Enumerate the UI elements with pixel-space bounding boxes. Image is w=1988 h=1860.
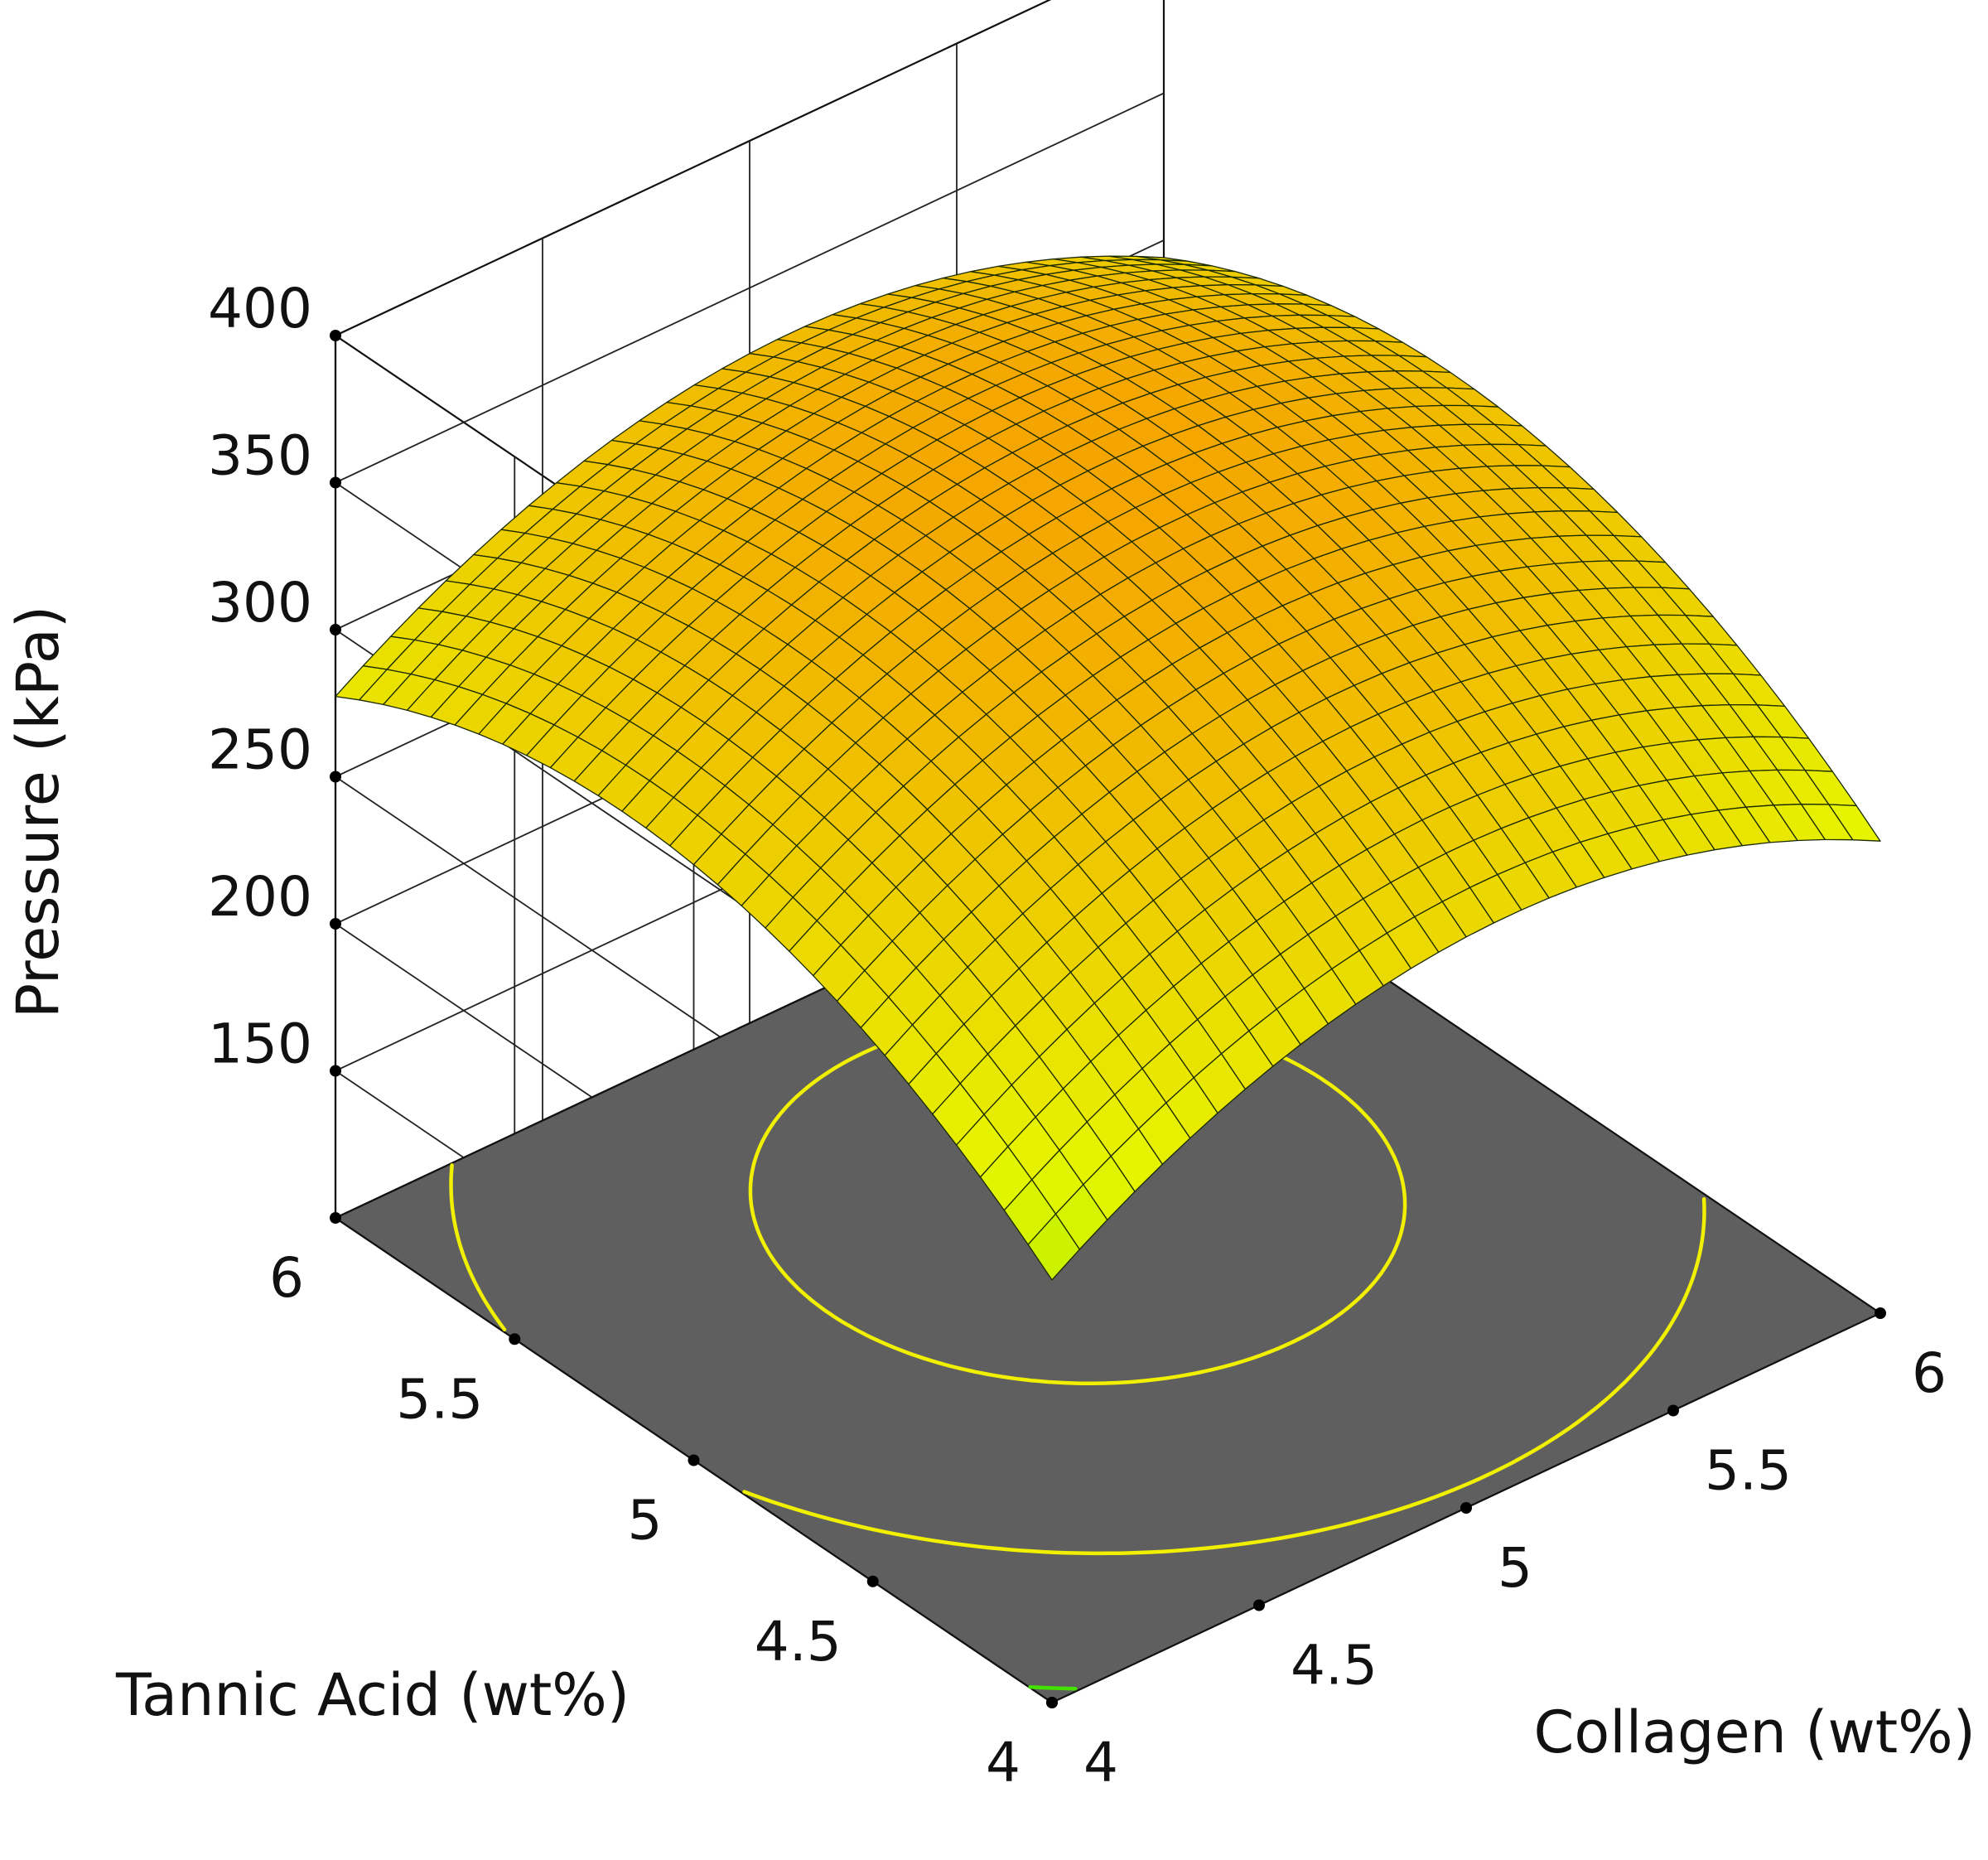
z-tick-label: 250 (208, 718, 312, 782)
z-axis-title: Pressure (kPa) (4, 606, 72, 1018)
z-tick-dot (330, 330, 341, 341)
y-tick-dot (866, 1575, 879, 1587)
y-tick-label: 4 (986, 1731, 1021, 1795)
x-tick-label: 4.5 (1291, 1634, 1378, 1698)
y-tick-dot (1046, 1697, 1058, 1708)
z-tick-dot (330, 918, 341, 930)
y-tick-label: 5 (628, 1489, 663, 1553)
y-tick-dot (688, 1454, 700, 1466)
z-tick-label: 200 (208, 865, 312, 929)
x-tick-dot (1875, 1307, 1886, 1319)
z-tick-dot (330, 624, 341, 635)
y-tick-label: 6 (269, 1246, 304, 1310)
z-tick-label: 300 (208, 571, 312, 635)
response-surface (335, 255, 1881, 1281)
x-tick-dot (1253, 1599, 1265, 1611)
y-tick-label: 5.5 (396, 1367, 483, 1431)
z-tick-label: 400 (208, 277, 312, 341)
x-tick-dot (1667, 1404, 1679, 1417)
x-tick-label: 5 (1498, 1536, 1532, 1600)
surface-cell (1027, 1213, 1080, 1281)
z-tick-dot (330, 476, 341, 489)
axis-ticks: 150 200 250 300 350 400 4 4.5 5 5.5 6 4 4.5 5 5.5 6 (208, 277, 1947, 1795)
y-tick-dot (509, 1333, 521, 1345)
z-tick-label: 150 (208, 1012, 312, 1076)
x-tick-dot (1460, 1502, 1472, 1514)
x-tick-label: 6 (1912, 1341, 1947, 1405)
contour-line (1028, 1685, 1078, 1691)
y-axis-title: Tannic Acid (wt%) (115, 1661, 630, 1729)
contour-line (449, 1163, 507, 1332)
contour-line (742, 1196, 1706, 1556)
z-tick-dot (330, 1065, 341, 1077)
x-tick-label: 5.5 (1705, 1439, 1792, 1503)
z-tick-dot (330, 771, 341, 783)
x-tick-label: 4 (1083, 1731, 1118, 1795)
y-tick-dot (330, 1212, 341, 1224)
z-tick-label: 350 (208, 424, 312, 488)
y-tick-label: 4.5 (755, 1610, 842, 1674)
x-axis-title: Collagen (wt%) (1534, 1698, 1976, 1766)
